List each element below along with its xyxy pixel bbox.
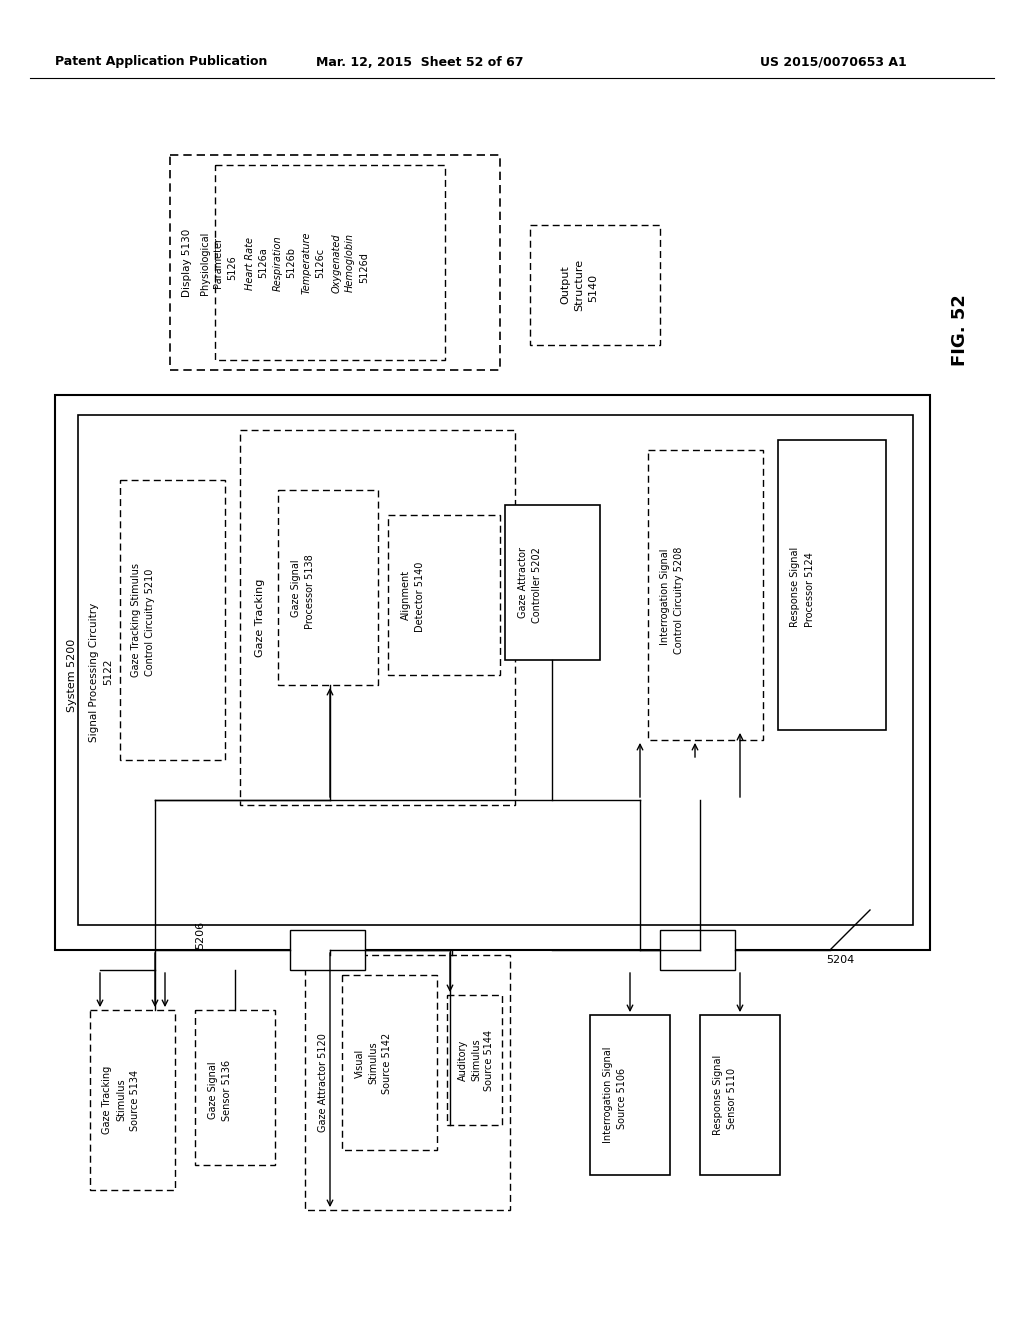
Text: Response Signal: Response Signal xyxy=(713,1055,723,1135)
Bar xyxy=(240,430,515,805)
Text: Sensor 5136: Sensor 5136 xyxy=(222,1060,232,1121)
Text: US 2015/0070653 A1: US 2015/0070653 A1 xyxy=(760,55,906,69)
Bar xyxy=(505,506,600,660)
Text: Gaze Tracking: Gaze Tracking xyxy=(102,1065,112,1134)
Text: 5126a: 5126a xyxy=(258,248,268,279)
Bar xyxy=(447,995,502,1125)
Text: 5204: 5204 xyxy=(826,954,854,965)
Text: Source 5134: Source 5134 xyxy=(130,1069,140,1130)
Bar xyxy=(590,1015,670,1175)
Bar xyxy=(78,414,913,925)
Text: Control Circuitry 5210: Control Circuitry 5210 xyxy=(145,569,155,676)
Text: Visual: Visual xyxy=(355,1048,365,1077)
Text: 5126d: 5126d xyxy=(359,252,369,284)
Text: Patent Application Publication: Patent Application Publication xyxy=(55,55,267,69)
Text: 5206: 5206 xyxy=(195,921,205,949)
Text: 5126: 5126 xyxy=(227,256,237,280)
Text: Structure: Structure xyxy=(574,259,584,312)
Text: Mar. 12, 2015  Sheet 52 of 67: Mar. 12, 2015 Sheet 52 of 67 xyxy=(316,55,523,69)
Text: Signal Processing Circuitry: Signal Processing Circuitry xyxy=(89,602,99,742)
Text: Gaze Tracking Stimulus: Gaze Tracking Stimulus xyxy=(131,564,141,677)
Text: System 5200: System 5200 xyxy=(67,639,77,711)
Text: Stimulus: Stimulus xyxy=(368,1041,378,1084)
Text: Processor 5124: Processor 5124 xyxy=(805,553,815,627)
Bar xyxy=(278,490,378,685)
Bar xyxy=(648,450,763,741)
Text: Hemoglobin: Hemoglobin xyxy=(345,234,355,293)
Text: Controller 5202: Controller 5202 xyxy=(532,546,542,623)
Text: Gaze Attractor: Gaze Attractor xyxy=(518,548,528,619)
Bar xyxy=(90,1010,175,1191)
Bar xyxy=(530,224,660,345)
Text: Oxygenated: Oxygenated xyxy=(332,234,342,293)
Bar xyxy=(170,154,500,370)
Text: Respiration: Respiration xyxy=(273,235,283,290)
Text: Stimulus: Stimulus xyxy=(116,1078,126,1121)
Bar xyxy=(778,440,886,730)
Text: Processor 5138: Processor 5138 xyxy=(305,554,315,630)
Text: Sensor 5110: Sensor 5110 xyxy=(727,1068,737,1129)
Bar xyxy=(215,165,445,360)
Text: Gaze Signal: Gaze Signal xyxy=(291,560,301,616)
Text: Interrogation Signal: Interrogation Signal xyxy=(660,549,670,645)
Text: Control Circuitry 5208: Control Circuitry 5208 xyxy=(674,546,684,653)
Text: 5122: 5122 xyxy=(103,659,113,685)
Bar xyxy=(290,931,365,970)
Text: Source 5142: Source 5142 xyxy=(382,1032,392,1094)
Bar xyxy=(305,954,510,1210)
Bar xyxy=(342,975,437,1150)
Bar xyxy=(55,395,930,950)
Text: Detector 5140: Detector 5140 xyxy=(415,562,425,632)
Text: Display 5130: Display 5130 xyxy=(182,228,193,297)
Bar xyxy=(700,1015,780,1175)
Text: Output: Output xyxy=(560,265,570,305)
Text: Gaze Attractor 5120: Gaze Attractor 5120 xyxy=(318,1034,328,1133)
Text: FIG. 52: FIG. 52 xyxy=(951,294,969,366)
Bar xyxy=(660,931,735,970)
Text: Heart Rate: Heart Rate xyxy=(245,236,255,289)
Text: 5126b: 5126b xyxy=(286,248,296,279)
Text: 5140: 5140 xyxy=(588,275,598,302)
Bar xyxy=(388,515,500,675)
Text: Source 5106: Source 5106 xyxy=(617,1068,627,1129)
Text: Auditory: Auditory xyxy=(458,1039,468,1081)
Text: Alignment: Alignment xyxy=(401,570,411,620)
Text: Parameter: Parameter xyxy=(213,238,223,289)
Text: 5126c: 5126c xyxy=(315,248,325,279)
Text: Source 5144: Source 5144 xyxy=(484,1030,494,1090)
Text: Response Signal: Response Signal xyxy=(790,546,800,627)
Text: Interrogation Signal: Interrogation Signal xyxy=(603,1047,613,1143)
Bar xyxy=(195,1010,275,1166)
Text: Physiological: Physiological xyxy=(200,231,210,294)
Text: Temperature: Temperature xyxy=(302,232,312,294)
Bar xyxy=(120,480,225,760)
Text: Gaze Signal: Gaze Signal xyxy=(208,1061,218,1119)
Text: Gaze Tracking: Gaze Tracking xyxy=(255,578,265,657)
Text: Stimulus: Stimulus xyxy=(471,1039,481,1081)
